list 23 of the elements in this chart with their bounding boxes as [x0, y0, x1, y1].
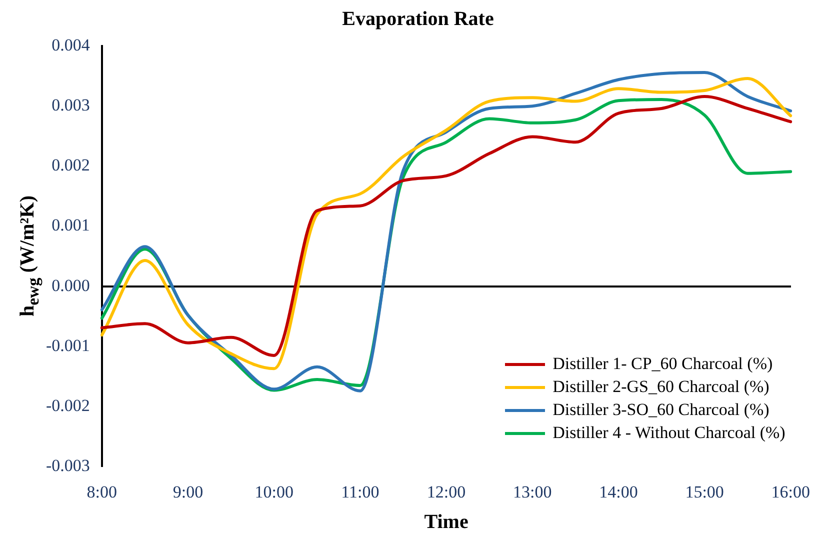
- x-tick-label: 10:00: [254, 482, 294, 502]
- x-axis-title: Time: [424, 511, 468, 534]
- x-tick-label: 14:00: [599, 482, 638, 502]
- x-tick-label: 11:00: [341, 482, 380, 502]
- y-tick-label: 0.001: [52, 216, 90, 235]
- legend-label: Distiller 2-GS_60 Charcoal (%): [552, 377, 770, 398]
- legend-label: Distiller 3-SO_60 Charcoal (%): [552, 400, 770, 420]
- y-tick-label: -0.002: [46, 396, 90, 415]
- x-tick-label: 15:00: [685, 482, 724, 502]
- y-tick-label: -0.003: [46, 456, 90, 476]
- x-tick-label: 8:00: [86, 482, 118, 502]
- y-tick-label: -0.001: [46, 336, 90, 355]
- y-tick-label: 0.003: [52, 96, 90, 115]
- legend-label: Distiller 1- CP_60 Charcoal (%): [552, 354, 773, 374]
- y-tick-label: 0.000: [52, 276, 90, 295]
- y-tick-label: 0.002: [52, 156, 90, 175]
- x-tick-label: 16:00: [771, 482, 810, 502]
- x-tick-label: 13:00: [513, 482, 552, 502]
- legend-label: Distiller 4 - Without Charcoal (%): [552, 423, 786, 444]
- x-tick-label: 9:00: [172, 482, 204, 502]
- x-tick-label: 12:00: [426, 482, 466, 502]
- y-tick-label: 0.004: [52, 35, 90, 54]
- chart-title: Evaporation Rate: [342, 8, 494, 30]
